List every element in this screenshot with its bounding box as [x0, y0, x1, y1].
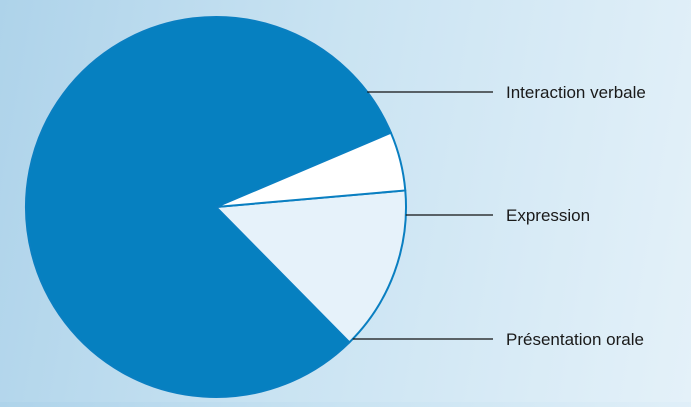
pie-slice-1	[25, 16, 392, 398]
pie-slice-2	[215, 189, 407, 344]
pie-slice-3	[215, 131, 407, 208]
slice-label-2: Expression	[506, 206, 590, 225]
slice-labels: Interaction verbale Expression Présentatio…	[506, 83, 646, 349]
pie-slices	[25, 16, 407, 398]
leader-lines	[352, 91, 493, 340]
slice-label-1: Interaction verbale	[506, 83, 646, 102]
slice-label-3: Présentation orale	[506, 330, 644, 349]
